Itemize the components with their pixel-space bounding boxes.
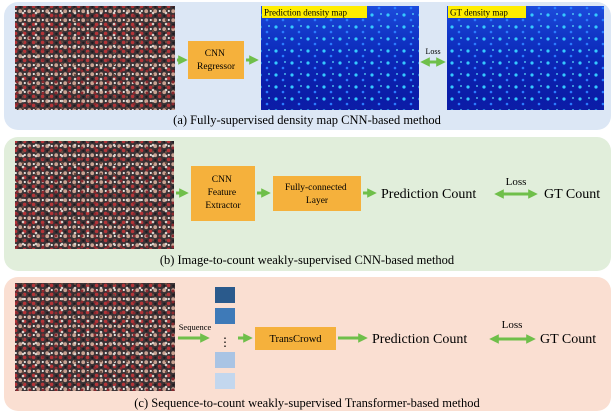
- crowd-image-b: [15, 141, 174, 249]
- prediction-count-b: Prediction Count: [381, 187, 476, 202]
- prediction-count-c: Prediction Count: [372, 332, 467, 347]
- extractor-label-line1: CNN: [212, 175, 232, 185]
- fc-label-line2: Layer: [306, 196, 329, 206]
- svg-text:Fully-connected Layer: Fully-connected Layer: [285, 183, 349, 206]
- pred-map-label: Prediction density map: [264, 8, 347, 18]
- caption-a: (a) Fully-supervised density map CNN-bas…: [173, 113, 441, 127]
- token-ellipsis: ⋮: [219, 335, 231, 349]
- svg-text:CNN Regressor: CNN Regressor: [197, 49, 236, 72]
- gt-density-map: GT density map: [447, 6, 604, 110]
- token-3: [215, 352, 235, 368]
- prediction-density-map: Prediction density map: [261, 6, 419, 110]
- token-2: [215, 308, 235, 324]
- loss-label-a: Loss: [425, 47, 440, 56]
- fc-label-line1: Fully-connected: [285, 183, 347, 193]
- regressor-label-line2: Regressor: [197, 62, 236, 72]
- crowd-image-c: [15, 283, 175, 391]
- svg-text:CNN Feature Ex: CNN Feature Extractor: [205, 175, 241, 211]
- token-sequence: ⋮: [215, 287, 235, 389]
- cnn-regressor-box: CNN Regressor: [188, 41, 244, 79]
- token-1: [215, 287, 235, 303]
- panel-b: CNN Feature Extractor Fully-connected La…: [4, 137, 611, 271]
- caption-b: (b) Image-to-count weakly-supervised CNN…: [160, 253, 455, 267]
- regressor-label-line1: CNN: [205, 49, 225, 59]
- loss-label-c: Loss: [502, 319, 523, 331]
- transcrowd-label: TransCrowd: [269, 334, 322, 345]
- gt-count-b: GT Count: [544, 187, 600, 202]
- gt-map-label: GT density map: [450, 8, 508, 18]
- loss-label-b: Loss: [506, 176, 527, 188]
- extractor-label-line3: Extractor: [205, 201, 241, 211]
- sequence-label: Sequence: [179, 322, 212, 332]
- crowd-image-a: [15, 6, 175, 110]
- gt-count-c: GT Count: [540, 332, 596, 347]
- fully-connected-layer-box: Fully-connected Layer: [273, 176, 361, 211]
- extractor-label-line2: Feature: [208, 188, 237, 198]
- panel-a: CNN Regressor Prediction density map Los…: [4, 2, 611, 130]
- transcrowd-box: TransCrowd: [255, 327, 336, 350]
- panel-c: Sequence ⋮ TransCrowd Prediction Count L…: [4, 277, 611, 411]
- caption-c: (c) Sequence-to-count weakly-supervised …: [134, 396, 480, 410]
- cnn-feature-extractor-box: CNN Feature Extractor: [191, 166, 255, 221]
- token-4: [215, 373, 235, 389]
